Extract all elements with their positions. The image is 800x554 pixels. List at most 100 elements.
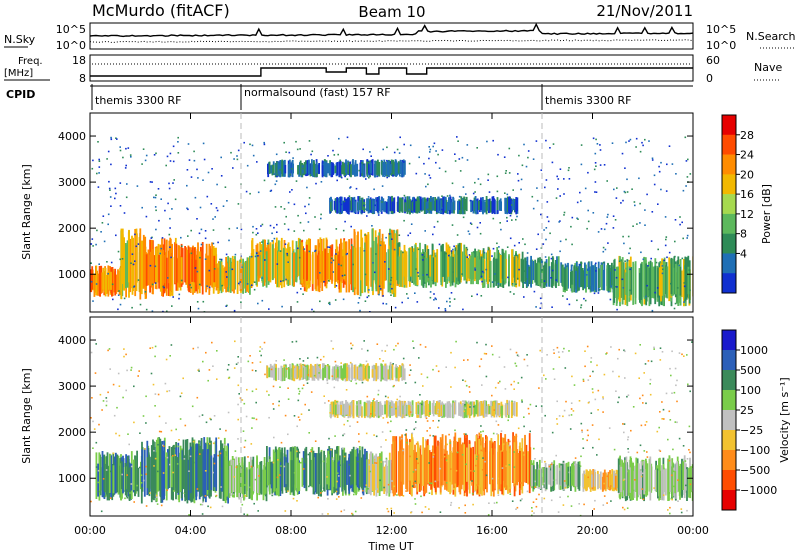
scatter-dot [207, 171, 210, 174]
scatter-dot [624, 377, 626, 379]
scatter-dot [157, 443, 159, 446]
scatter-dot [643, 372, 645, 374]
colorbar-tick-label: 24 [740, 149, 754, 162]
scatter-dot [255, 233, 258, 236]
scatter-dot [535, 306, 537, 308]
scatter-dot [332, 149, 334, 152]
echo-column [482, 451, 485, 486]
echo-column [439, 437, 442, 493]
echo-column [321, 165, 324, 178]
scatter-dot [394, 306, 397, 309]
scatter-dot [211, 341, 213, 344]
scatter-dot [463, 410, 465, 413]
scatter-dot [580, 200, 582, 202]
scatter-dot [606, 216, 609, 218]
echo-column [468, 404, 471, 419]
scatter-dot [627, 394, 630, 396]
echo-column [289, 451, 292, 495]
scatter-dot [278, 474, 281, 476]
scatter-dot [205, 351, 207, 354]
scatter-dot [492, 432, 495, 435]
scatter-dot [253, 502, 255, 505]
echo-column [436, 445, 439, 482]
scatter-dot [663, 418, 665, 420]
scatter-dot [525, 278, 528, 280]
scatter-dot [613, 188, 615, 191]
echo-column [545, 262, 548, 284]
echo-column [336, 162, 339, 176]
scatter-dot [592, 446, 594, 449]
echo-column [552, 464, 555, 492]
scatter-dot [556, 423, 559, 425]
x-tick-label: 16:00 [476, 524, 508, 537]
scatter-dot [448, 433, 450, 436]
echo-column [335, 453, 338, 489]
echo-column [607, 471, 610, 490]
scatter-dot [92, 159, 94, 162]
echo-column [321, 251, 324, 291]
scatter-dot [670, 497, 673, 500]
echo-column [611, 262, 613, 286]
scatter-dot [339, 200, 342, 203]
echo-column [362, 364, 365, 380]
scatter-dot [563, 178, 565, 180]
scatter-dot [377, 389, 380, 392]
scatter-dot [121, 473, 123, 476]
echo-column [197, 455, 200, 492]
scatter-dot [169, 227, 171, 229]
echo-column [386, 160, 389, 176]
scatter-dot [291, 168, 293, 170]
scatter-dot [642, 402, 644, 404]
echo-column [269, 242, 272, 280]
scatter-dot [642, 144, 644, 147]
echo-column [409, 199, 411, 215]
scatter-dot [395, 345, 397, 347]
scatter-dot [339, 464, 341, 466]
scatter-dot [626, 259, 629, 262]
scatter-dot [623, 349, 625, 352]
scatter-dot [198, 415, 201, 418]
echo-column [589, 469, 591, 489]
scatter-dot [207, 379, 209, 382]
colorbar-swatch [722, 213, 736, 234]
echo-column [598, 268, 600, 288]
scatter-dot [623, 508, 626, 511]
scatter-dot [277, 450, 280, 453]
scatter-dot [190, 176, 193, 178]
scatter-dot [644, 209, 646, 211]
scatter-dot [441, 149, 444, 151]
echo-column [189, 247, 192, 284]
echo-column [511, 249, 513, 286]
scatter-dot [598, 289, 601, 291]
echo-column [395, 436, 398, 493]
scatter-dot [549, 232, 551, 235]
scatter-dot [237, 149, 240, 152]
scatter-dot [113, 414, 116, 417]
scatter-dot [349, 474, 351, 477]
scatter-dot [476, 341, 478, 344]
echo-column [348, 405, 351, 417]
scatter-dot [348, 463, 351, 466]
scatter-dot [671, 350, 673, 353]
echo-column [505, 258, 507, 279]
echo-column [288, 246, 291, 286]
scatter-dot [166, 155, 169, 158]
scatter-dot [688, 425, 691, 428]
scatter-dot [517, 173, 519, 175]
echo-column [229, 266, 232, 286]
echo-column [205, 253, 207, 293]
scatter-dot [677, 479, 679, 481]
scatter-dot [555, 197, 558, 199]
scatter-dot [506, 246, 509, 248]
echo-column [282, 160, 285, 177]
scatter-dot [412, 471, 415, 473]
scatter-dot [689, 173, 692, 175]
echo-column [353, 247, 356, 288]
scatter-dot [568, 303, 571, 306]
scatter-dot [119, 258, 121, 261]
scatter-dot [435, 365, 438, 367]
echo-column [354, 449, 356, 494]
scatter-dot [302, 365, 304, 368]
scatter-dot [464, 407, 467, 409]
